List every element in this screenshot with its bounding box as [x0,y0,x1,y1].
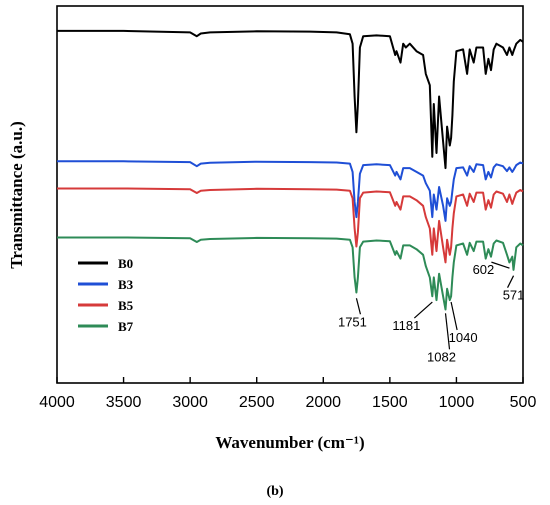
legend-label-b5: B5 [118,298,134,313]
annotation-label: 1181 [392,318,420,333]
x-tick-label: 2000 [305,394,341,411]
annotation-leader [491,261,510,269]
annotation-label: 1082 [427,349,456,364]
x-tick-label: 2500 [239,394,275,411]
x-tick-label: 500 [510,394,537,411]
y-axis-title: Transmittance (a.u.) [7,121,26,268]
legend-label-b0: B0 [118,256,133,271]
legend-label-b3: B3 [118,277,134,292]
legend-label-b7: B7 [118,319,134,334]
annotation-label: 1040 [449,330,478,345]
x-tick-label: 3000 [172,394,208,411]
x-tick-label: 4000 [39,394,75,411]
series-layer [57,29,524,311]
x-tick-label: 3500 [106,394,142,411]
annotation-leader [450,301,458,331]
series-line-b0 [57,29,524,170]
annotation-label: 571 [503,288,525,303]
series-line-b5 [57,187,524,264]
series-line-b3 [57,160,524,222]
x-tick-label: 1000 [439,394,475,411]
annotation-leader [444,313,451,350]
legend: B0 B3 B5 B7 [78,256,134,334]
x-axis-title: Wavenumber (cm⁻¹) [215,433,364,452]
annotation-label: 602 [473,262,495,277]
plot-frame [56,5,524,384]
series-line-b7 [57,236,524,311]
annotation-leader [355,298,362,315]
annotation-leader [413,301,433,319]
x-axis: 4000 3500 3000 2500 2000 1500 1000 500 [39,377,536,411]
annotation-label: 1751 [338,314,367,329]
panel-label: (b) [266,484,283,499]
x-tick-label: 1500 [372,394,408,411]
annotation-leader [507,275,515,288]
annotation-layer: 1751 1181 1082 1040 602 571 [338,261,525,364]
